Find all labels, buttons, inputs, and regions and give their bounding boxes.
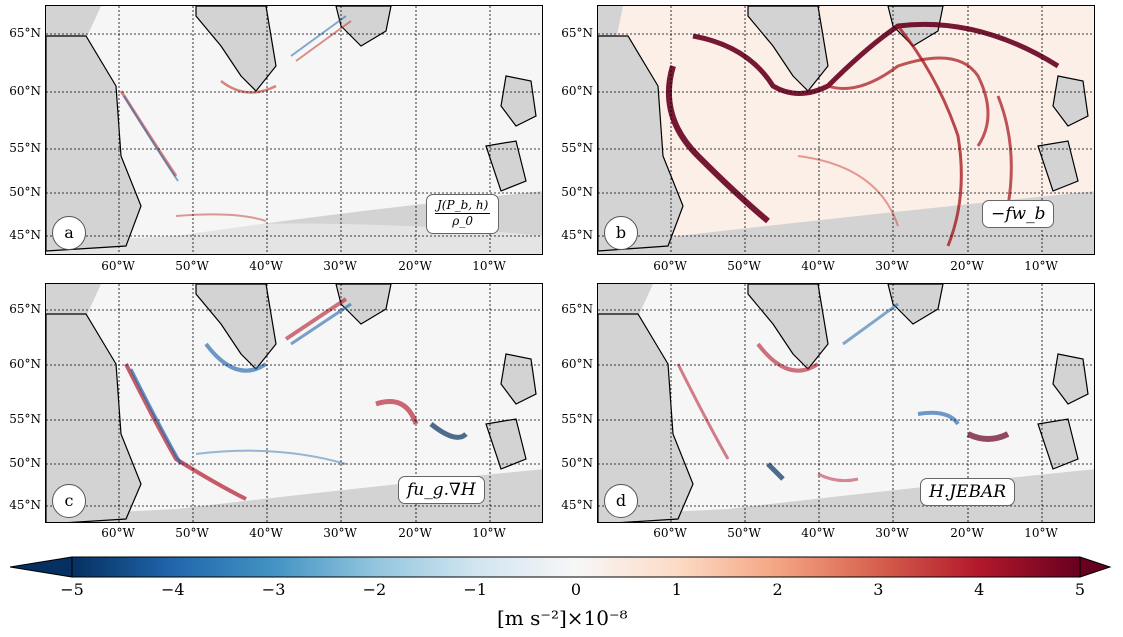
colorbar-tick-label: −1 [463, 580, 487, 599]
map-a-field [46, 6, 542, 254]
lon-label: 10°W [1024, 526, 1058, 540]
lon-label: 20°W [950, 526, 984, 540]
lon-label: 10°W [472, 526, 506, 540]
lon-label: 40°W [249, 526, 283, 540]
map-b: b −fw_b [597, 5, 1095, 255]
lat-label: 45°N [9, 228, 41, 242]
colorbar-tick-label: −4 [161, 580, 185, 599]
lat-label: 55°N [561, 412, 593, 426]
lon-label: 30°W [875, 526, 909, 540]
lon-label: 50°W [175, 259, 209, 273]
lon-label: 50°W [727, 259, 761, 273]
panel-label-c: c [52, 484, 86, 518]
lon-label: 40°W [801, 526, 835, 540]
map-d-field [598, 284, 1094, 522]
colorbar-tick-label: −5 [60, 580, 84, 599]
lat-label: 50°N [561, 185, 593, 199]
lat-label: 60°N [9, 357, 41, 371]
lon-label: 20°W [398, 259, 432, 273]
lon-label: 50°W [175, 526, 209, 540]
colorbar-label: [m s⁻²]×10⁻⁸ [497, 606, 628, 630]
term-box-c: fu_g.∇H [398, 476, 485, 504]
lon-label: 60°W [653, 259, 687, 273]
colorbar-tick-label: 1 [671, 580, 682, 599]
lat-label: 65°N [9, 26, 41, 40]
lon-label: 10°W [1024, 259, 1058, 273]
lon-label: 30°W [323, 526, 357, 540]
term-denominator-a: ρ_0 [452, 214, 473, 228]
map-c-field [46, 284, 542, 522]
term-box-a: J(P_b, h) ρ_0 [426, 194, 500, 234]
lon-label: 40°W [249, 259, 283, 273]
map-c: c fu_g.∇H [45, 283, 543, 523]
lon-label: 60°W [101, 526, 135, 540]
map-d: d H.JEBAR [597, 283, 1095, 523]
lat-label: 65°N [9, 302, 41, 316]
colorbar-tick-label: −2 [362, 580, 387, 599]
panel-label-d: d [604, 484, 638, 518]
lat-label: 60°N [561, 357, 593, 371]
colorbar-tick-label: 3 [873, 580, 884, 599]
lon-label: 20°W [398, 526, 432, 540]
lat-label: 45°N [9, 498, 41, 512]
lat-label: 65°N [561, 302, 593, 316]
lat-label: 50°N [9, 185, 41, 199]
colorbar [10, 556, 1112, 578]
lon-label: 30°W [323, 259, 357, 273]
term-box-b: −fw_b [982, 200, 1055, 228]
panel-label-a: a [52, 216, 86, 250]
colorbar-tick-label: 4 [974, 580, 985, 599]
lon-label: 60°W [101, 259, 135, 273]
lat-label: 60°N [9, 84, 41, 98]
lat-label: 55°N [561, 141, 593, 155]
lat-label: 55°N [9, 412, 41, 426]
lon-label: 30°W [875, 259, 909, 273]
lat-label: 45°N [561, 228, 593, 242]
colorbar-tick-label: 0 [570, 580, 582, 599]
lat-label: 55°N [9, 141, 41, 155]
map-b-field [598, 6, 1094, 254]
lon-label: 10°W [472, 259, 506, 273]
map-a: a J(P_b, h) ρ_0 [45, 5, 543, 255]
lon-label: 50°W [727, 526, 761, 540]
lat-label: 65°N [561, 26, 593, 40]
lat-label: 45°N [561, 498, 593, 512]
lon-label: 40°W [801, 259, 835, 273]
lon-label: 60°W [653, 526, 687, 540]
lat-label: 50°N [561, 456, 593, 470]
colorbar-tick-label: 2 [772, 580, 783, 599]
lon-label: 20°W [950, 259, 984, 273]
colorbar-tick-label: −3 [261, 580, 286, 599]
term-numerator-a: J(P_b, h) [435, 198, 491, 214]
term-box-d: H.JEBAR [920, 478, 1016, 506]
panel-label-b: b [604, 216, 638, 250]
lat-label: 60°N [561, 84, 593, 98]
colorbar-tick-label: 5 [1074, 580, 1086, 599]
lat-label: 50°N [9, 456, 41, 470]
